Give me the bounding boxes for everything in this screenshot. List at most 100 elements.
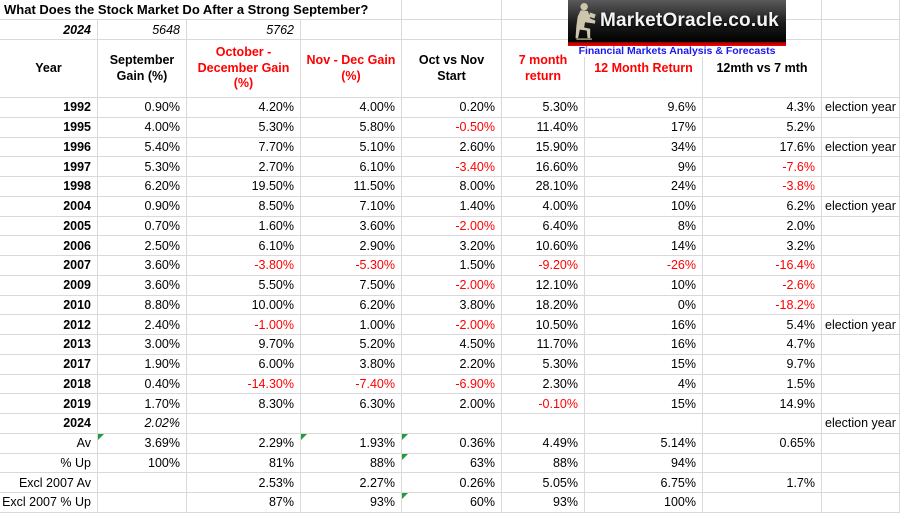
table-cell: 2.27% — [301, 473, 402, 493]
logo-text: MarketOracle.co.uk — [600, 10, 779, 31]
table-cell — [187, 414, 301, 434]
table-cell: 14.9% — [703, 394, 822, 414]
top-row-value-current: 5762 — [187, 20, 301, 40]
table-cell: 4.49% — [502, 433, 585, 454]
note-cell — [822, 275, 900, 296]
table-cell: 88% — [502, 453, 585, 474]
table-cell: 1.70% — [98, 394, 187, 414]
empty-cell — [822, 0, 900, 20]
table-cell: 9.7% — [703, 354, 822, 375]
note-cell — [822, 374, 900, 395]
table-cell: 0.40% — [98, 374, 187, 395]
table-cell: -3.80% — [187, 256, 301, 276]
table-cell: 100% — [585, 493, 703, 513]
row-label-1997: 1997 — [0, 157, 98, 177]
table-cell: 3.60% — [98, 256, 187, 276]
table-cell: 15.90% — [502, 137, 585, 158]
table-cell — [98, 493, 187, 513]
table-cell: 3.60% — [301, 216, 402, 237]
table-cell: 6.30% — [301, 394, 402, 414]
table-cell: 4.3% — [703, 98, 822, 118]
table-cell: 10% — [585, 196, 703, 217]
table-cell: 5.10% — [301, 137, 402, 158]
table-cell: 81% — [187, 453, 301, 474]
table-cell: -3.8% — [703, 177, 822, 197]
table-cell: 9.70% — [187, 335, 301, 355]
table-cell: 19.50% — [187, 177, 301, 197]
table-cell: -0.10% — [502, 394, 585, 414]
note-cell — [822, 335, 900, 355]
table-cell: 4.7% — [703, 335, 822, 355]
table-cell: 2.70% — [187, 157, 301, 177]
note-cell: election year — [822, 414, 900, 434]
row-label-2004: 2004 — [0, 196, 98, 217]
table-cell: 0.20% — [402, 98, 502, 118]
table-cell: 0.70% — [98, 216, 187, 237]
table-cell: 1.00% — [301, 315, 402, 335]
table-cell: 94% — [585, 453, 703, 474]
table-cell: -16.4% — [703, 256, 822, 276]
table-cell: 8.00% — [402, 177, 502, 197]
table-cell: 6.10% — [187, 236, 301, 256]
table-cell: -5.30% — [301, 256, 402, 276]
table-cell: 5.20% — [301, 335, 402, 355]
table-cell: 1.60% — [187, 216, 301, 237]
table-cell: -18.2% — [703, 295, 822, 316]
note-cell — [822, 394, 900, 414]
table-cell: 5.4% — [703, 315, 822, 335]
table-cell: 1.93% — [301, 433, 402, 454]
table-cell: 6.00% — [187, 354, 301, 375]
table-cell: 3.60% — [98, 275, 187, 296]
note-cell: election year — [822, 98, 900, 118]
logo-banner[interactable]: MarketOracle.co.uk — [568, 0, 786, 42]
header-12-month-return: 12 Month Return — [585, 40, 703, 98]
table-cell: 4.20% — [187, 98, 301, 118]
table-cell: 60% — [402, 493, 502, 513]
note-cell — [822, 433, 900, 454]
table-cell: 5.14% — [585, 433, 703, 454]
note-cell — [822, 157, 900, 177]
table-cell: 5.30% — [502, 354, 585, 375]
note-cell — [822, 177, 900, 197]
table-cell: 4.00% — [502, 196, 585, 217]
empty-cell — [301, 20, 402, 40]
table-cell — [502, 414, 585, 434]
row-label-1995: 1995 — [0, 117, 98, 138]
table-cell: 5.2% — [703, 117, 822, 138]
table-cell: -2.00% — [402, 315, 502, 335]
table-cell: 0% — [585, 295, 703, 316]
note-cell — [822, 256, 900, 276]
row-label-1998: 1998 — [0, 177, 98, 197]
table-cell: -6.90% — [402, 374, 502, 395]
table-cell: 16% — [585, 315, 703, 335]
table-cell: 16.60% — [502, 157, 585, 177]
table-cell: 63% — [402, 453, 502, 474]
table-cell: 6.10% — [301, 157, 402, 177]
header-september-gain: September Gain (%) — [98, 40, 187, 98]
table-cell: 3.80% — [402, 295, 502, 316]
table-cell: 3.69% — [98, 433, 187, 454]
table-cell: 2.60% — [402, 137, 502, 158]
table-cell: 1.90% — [98, 354, 187, 375]
table-cell: 4.00% — [98, 117, 187, 138]
table-cell: 2.50% — [98, 236, 187, 256]
row-label-2005: 2005 — [0, 216, 98, 237]
table-cell: 1.7% — [703, 473, 822, 493]
table-cell: 5.80% — [301, 117, 402, 138]
table-cell: 1.5% — [703, 374, 822, 395]
table-cell: 2.53% — [187, 473, 301, 493]
table-cell: 0.26% — [402, 473, 502, 493]
table-cell: 9.6% — [585, 98, 703, 118]
table-cell: 28.10% — [502, 177, 585, 197]
table-cell: 5.05% — [502, 473, 585, 493]
row-label-1992: 1992 — [0, 98, 98, 118]
header-year: Year — [0, 40, 98, 98]
table-cell: 0.90% — [98, 98, 187, 118]
row-label-2009: 2009 — [0, 275, 98, 296]
row-label-av: Av — [0, 433, 98, 454]
row-label-2019: 2019 — [0, 394, 98, 414]
table-cell: 2.40% — [98, 315, 187, 335]
table-cell: -7.6% — [703, 157, 822, 177]
table-cell: 6.2% — [703, 196, 822, 217]
